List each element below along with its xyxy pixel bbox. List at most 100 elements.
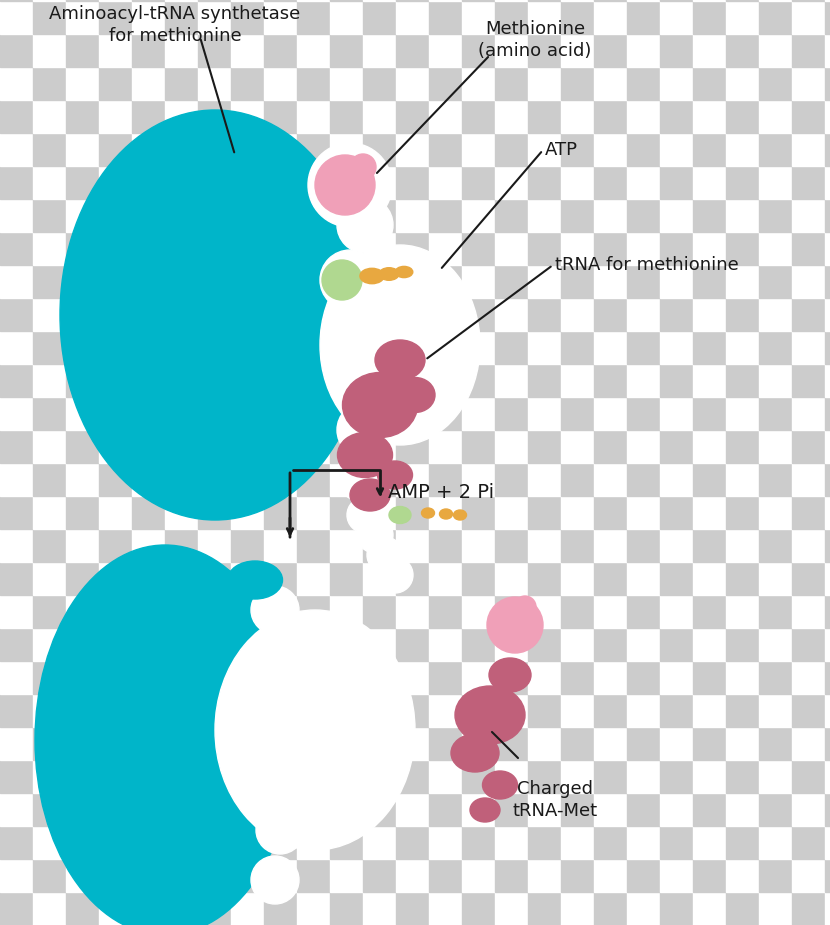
Bar xyxy=(396,859,429,892)
Bar xyxy=(429,529,462,562)
Bar xyxy=(363,826,396,859)
Bar xyxy=(396,430,429,463)
Bar xyxy=(759,496,792,529)
Bar xyxy=(165,0,198,1)
Bar xyxy=(627,199,660,232)
Bar xyxy=(693,562,726,595)
Bar xyxy=(165,496,198,529)
Bar xyxy=(462,760,495,793)
Bar xyxy=(132,133,165,166)
Bar xyxy=(33,364,66,397)
Bar xyxy=(66,331,99,364)
Bar xyxy=(660,397,693,430)
Bar xyxy=(264,529,297,562)
Bar xyxy=(825,100,830,133)
Circle shape xyxy=(347,497,383,533)
Bar xyxy=(33,331,66,364)
Bar xyxy=(99,529,132,562)
Bar xyxy=(627,67,660,100)
Bar xyxy=(198,166,231,199)
Bar xyxy=(594,826,627,859)
Bar xyxy=(297,265,330,298)
Bar xyxy=(561,562,594,595)
Bar xyxy=(792,628,825,661)
Bar xyxy=(165,727,198,760)
Bar xyxy=(231,595,264,628)
Bar xyxy=(429,430,462,463)
Bar xyxy=(165,232,198,265)
Bar xyxy=(693,859,726,892)
Bar xyxy=(528,760,561,793)
Bar xyxy=(561,727,594,760)
Bar xyxy=(99,67,132,100)
Bar xyxy=(627,727,660,760)
Bar xyxy=(825,529,830,562)
Bar xyxy=(396,562,429,595)
Bar xyxy=(693,1,726,34)
Bar xyxy=(429,34,462,67)
Bar xyxy=(627,34,660,67)
Bar xyxy=(759,694,792,727)
Bar xyxy=(363,562,396,595)
Bar xyxy=(627,826,660,859)
Bar xyxy=(561,199,594,232)
Bar xyxy=(264,133,297,166)
Bar xyxy=(561,232,594,265)
Bar xyxy=(33,430,66,463)
Bar xyxy=(198,232,231,265)
Bar xyxy=(99,166,132,199)
Bar xyxy=(627,661,660,694)
Bar xyxy=(363,331,396,364)
Bar xyxy=(528,727,561,760)
Bar xyxy=(264,364,297,397)
Bar xyxy=(0,430,33,463)
Bar xyxy=(264,595,297,628)
Bar xyxy=(693,760,726,793)
Bar xyxy=(561,133,594,166)
Bar xyxy=(759,826,792,859)
Bar xyxy=(726,34,759,67)
Bar xyxy=(429,661,462,694)
Bar xyxy=(165,760,198,793)
Bar xyxy=(759,628,792,661)
Bar xyxy=(0,892,33,925)
Bar xyxy=(660,595,693,628)
Bar xyxy=(0,133,33,166)
Bar xyxy=(759,100,792,133)
Bar xyxy=(198,199,231,232)
Bar xyxy=(363,727,396,760)
Bar xyxy=(264,166,297,199)
Bar xyxy=(627,463,660,496)
Bar xyxy=(0,67,33,100)
Bar xyxy=(198,562,231,595)
Bar xyxy=(627,133,660,166)
Bar xyxy=(99,364,132,397)
Bar xyxy=(396,298,429,331)
Bar xyxy=(429,67,462,100)
Bar xyxy=(132,364,165,397)
Bar xyxy=(429,100,462,133)
Bar xyxy=(198,298,231,331)
Bar xyxy=(363,133,396,166)
Bar xyxy=(825,1,830,34)
Bar xyxy=(660,529,693,562)
Bar xyxy=(132,265,165,298)
Bar xyxy=(231,628,264,661)
Bar xyxy=(33,100,66,133)
Circle shape xyxy=(261,696,309,744)
Bar xyxy=(627,760,660,793)
Bar xyxy=(264,562,297,595)
Bar xyxy=(165,298,198,331)
Bar xyxy=(429,826,462,859)
Bar xyxy=(363,430,396,463)
Bar xyxy=(726,727,759,760)
Bar xyxy=(462,298,495,331)
Bar xyxy=(33,793,66,826)
Circle shape xyxy=(251,856,299,904)
Bar xyxy=(462,727,495,760)
Bar xyxy=(759,463,792,496)
Bar xyxy=(231,529,264,562)
Bar xyxy=(66,0,99,1)
Bar xyxy=(363,100,396,133)
Bar xyxy=(462,397,495,430)
